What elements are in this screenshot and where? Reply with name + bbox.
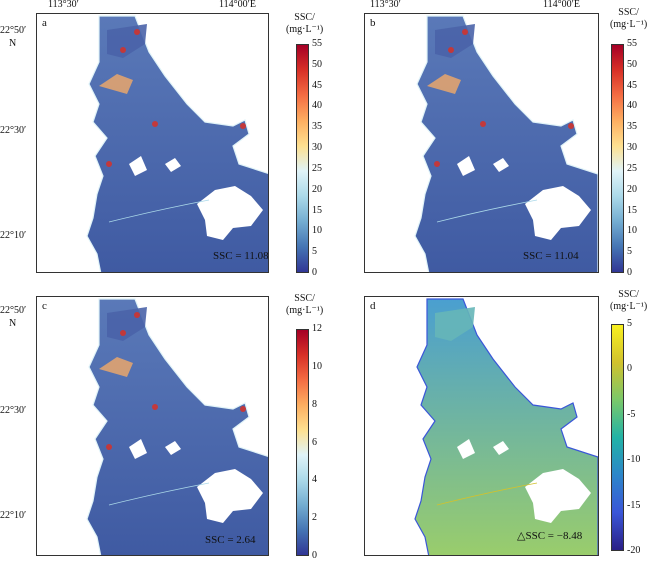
panel-label: d [370, 300, 376, 312]
mean-ssc-label: SSC = 2.64 [205, 534, 256, 546]
lon-label-right: 114°00′E [219, 0, 256, 10]
colorbar-tick: 10 [627, 225, 637, 237]
estuary-map [86, 15, 268, 272]
colorbar-tick: 5 [312, 246, 317, 258]
lat-label: 22°50′ [0, 305, 27, 316]
map-panel-b: b SSC = 11.04 [364, 13, 599, 273]
colorbar-title: SSC/(mg·L⁻¹) [610, 7, 648, 30]
mean-ssc-label: SSC = 11.08 [213, 250, 269, 262]
estuary-map [414, 15, 598, 272]
colorbar-tick: -15 [627, 499, 641, 511]
estuary-map [414, 298, 598, 555]
colorbar-title: SSC/(mg·L⁻¹) [610, 289, 648, 312]
colorbar-tick: 0 [627, 363, 632, 375]
colorbar-tick: 8 [312, 398, 317, 410]
lat-label: 22°10′ [0, 510, 27, 521]
north-label: N [9, 38, 17, 49]
colorbar-title: SSC/(mg·L⁻¹) [286, 12, 324, 35]
colorbar-tick: 25 [312, 162, 322, 174]
colorbar-tick: 55 [627, 38, 637, 49]
map-panel-c: c SSC = 2.64 [36, 296, 269, 556]
colorbar-tick: 30 [312, 142, 322, 154]
lat-label: 22°30′ [0, 125, 27, 136]
colorbar-c [296, 329, 309, 556]
colorbar-tick: 45 [312, 79, 322, 91]
colorbar-tick: 20 [627, 183, 637, 195]
colorbar-title: SSC/(mg·L⁻¹) [286, 293, 324, 316]
lat-label: 22°10′ [0, 230, 27, 241]
colorbar-b [611, 44, 624, 273]
colorbar-tick: 15 [312, 204, 322, 216]
lon-label-right: 114°00′E [543, 0, 580, 10]
colorbar-tick: 50 [627, 58, 637, 70]
colorbar-tick: 4 [312, 474, 317, 486]
colorbar-tick: 40 [312, 100, 322, 112]
panel-label: a [42, 17, 47, 29]
lon-label-left: 113°30′ [48, 0, 79, 10]
colorbar-tick: 35 [627, 121, 637, 133]
mean-ssc-label: SSC = 11.04 [523, 250, 579, 262]
colorbar-tick: 45 [627, 79, 637, 91]
colorbar-d [611, 324, 624, 551]
colorbar-tick: 10 [312, 360, 322, 372]
colorbar-tick: -20 [627, 545, 641, 556]
map-panel-d: d △SSC = −8.48 [364, 296, 599, 556]
colorbar-tick: 0 [627, 267, 632, 278]
mean-diff-label: △SSC = −8.48 [517, 530, 583, 542]
lat-label: 22°30′ [0, 405, 27, 416]
colorbar-tick: 6 [312, 436, 317, 448]
colorbar-tick: 5 [627, 318, 632, 329]
lat-label: 22°50′ [0, 25, 27, 36]
colorbar-tick: 0 [312, 267, 317, 278]
colorbar-tick: 12 [312, 323, 322, 334]
colorbar-tick: 30 [627, 142, 637, 154]
lon-label-left: 113°30′ [370, 0, 401, 10]
north-label: N [9, 318, 17, 329]
colorbar-tick: -5 [627, 408, 636, 420]
colorbar-tick: 0 [312, 550, 317, 561]
colorbar-tick: -10 [627, 454, 641, 466]
colorbar-tick: 40 [627, 100, 637, 112]
colorbar-tick: 2 [312, 512, 317, 524]
panel-label: b [370, 17, 376, 29]
colorbar-tick: 50 [312, 58, 322, 70]
colorbar-tick: 10 [312, 225, 322, 237]
colorbar-tick: 35 [312, 121, 322, 133]
colorbar-tick: 25 [627, 162, 637, 174]
map-panel-a: a SSC = 11.08 [36, 13, 269, 273]
colorbar-tick: 5 [627, 246, 632, 258]
colorbar-tick: 55 [312, 38, 322, 49]
colorbar-tick: 15 [627, 204, 637, 216]
colorbar-a [296, 44, 309, 273]
panel-label: c [42, 300, 47, 312]
estuary-map [86, 298, 268, 555]
colorbar-tick: 20 [312, 183, 322, 195]
